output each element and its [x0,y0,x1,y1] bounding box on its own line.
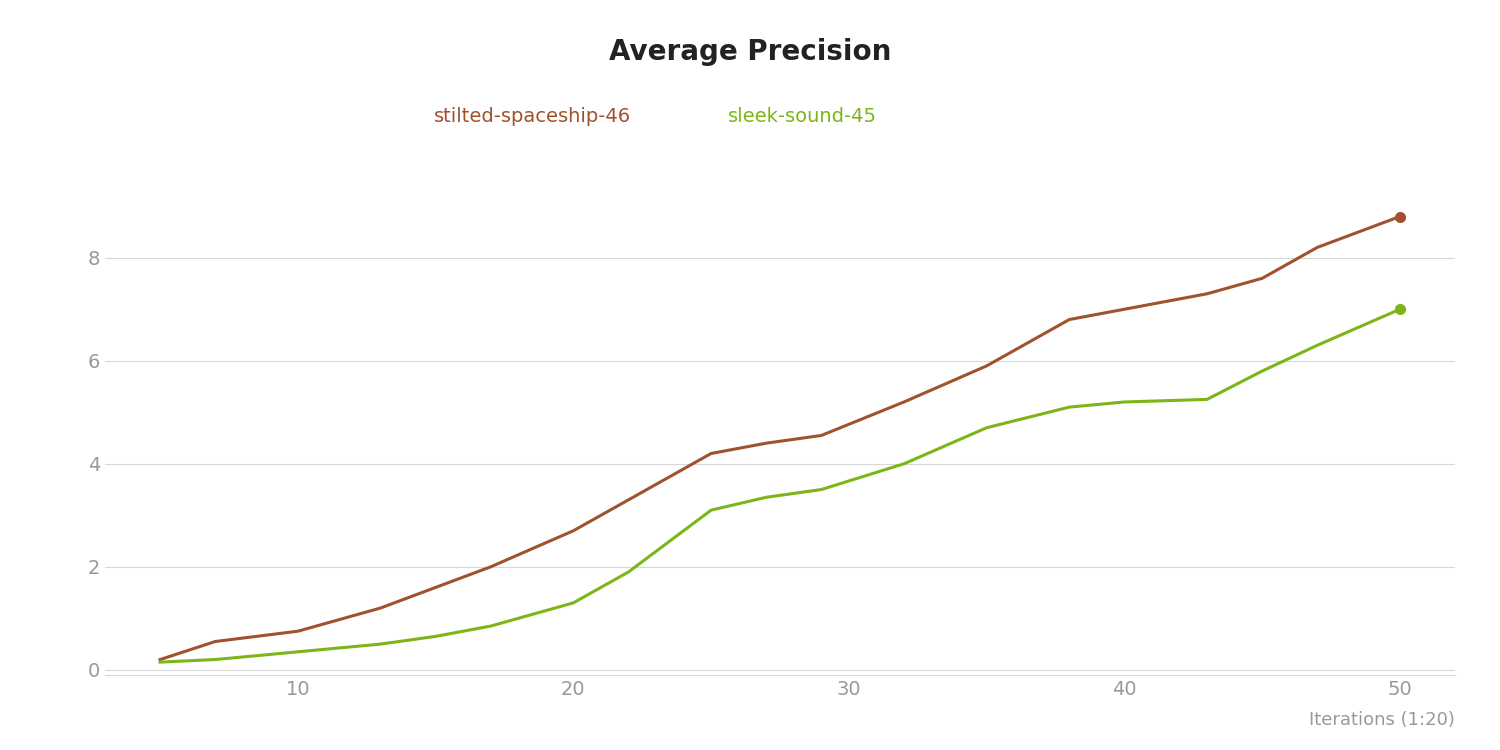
Text: sleek-sound-45: sleek-sound-45 [728,106,878,126]
Text: Iterations (1:20): Iterations (1:20) [1310,711,1455,729]
Text: stilted-spaceship-46: stilted-spaceship-46 [433,106,632,126]
Text: Average Precision: Average Precision [609,38,891,67]
